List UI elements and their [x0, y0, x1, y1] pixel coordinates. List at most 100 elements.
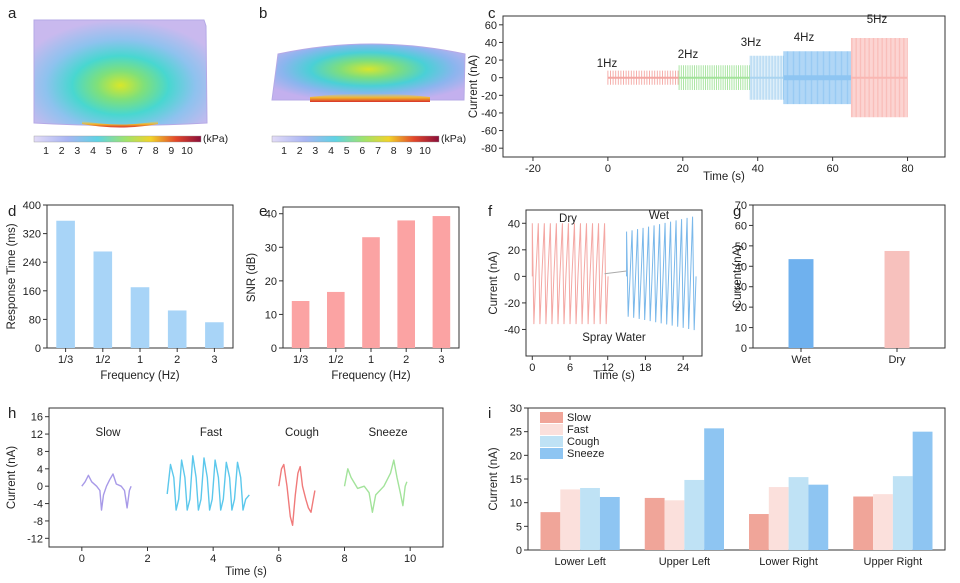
y-tick-label: 30	[265, 242, 277, 254]
x-tick-label: Upper Right	[864, 556, 923, 568]
y-axis-label: Current (nA)	[488, 251, 500, 314]
chart-g: g 0 10 20 30 40 50 60 70 Current (nA) Wet Dry	[732, 200, 946, 366]
x-tick-label: 6	[276, 553, 282, 565]
colorbar-b-ticks: 1 2 3 4 5 6 7 8 9 10	[281, 145, 431, 157]
bar-sneeze	[912, 431, 933, 550]
x-axis-label: Time (s)	[225, 566, 267, 578]
series-slow	[81, 473, 132, 511]
x-tick-label: 10	[404, 553, 416, 565]
colorbar-tick-label: 6	[121, 145, 127, 157]
x-tick-label: Upper Left	[659, 556, 710, 568]
y-tick-label: 30	[735, 282, 747, 294]
y-tick-label: -80	[481, 143, 497, 155]
chart-c: c -80 -60 -40 -20 0 20 40 60 Current (nA) Time (s)…	[468, 5, 946, 183]
panel-letter-c: c	[488, 5, 496, 22]
y-tick-label: 0	[35, 343, 41, 355]
bar-sneeze	[704, 428, 724, 550]
colorbar-a	[33, 135, 202, 143]
x-tick-label: Lower Right	[759, 556, 818, 568]
y-tick-label: 20	[510, 450, 522, 462]
series-dry	[531, 223, 609, 325]
spray-transition	[604, 270, 627, 275]
series-label: Fast	[200, 427, 223, 439]
y-tick-label: 12	[31, 429, 43, 441]
x-tick-label: 1	[137, 354, 143, 366]
bar-cough	[892, 476, 913, 550]
y-tick-label: 0	[271, 343, 277, 355]
plot-frame	[502, 15, 946, 158]
bar	[291, 301, 310, 348]
colorbar-tick-label: 2	[297, 145, 303, 157]
y-tick-label: 40	[265, 209, 277, 221]
colorbar-tick-label: 1	[281, 145, 287, 157]
colorbar-b	[271, 135, 440, 143]
y-tick-label: 320	[23, 229, 41, 241]
y-tick-label: -4	[33, 499, 43, 511]
series-label: 3Hz	[741, 37, 762, 49]
colorbar-tick-label: 10	[181, 145, 193, 157]
y-tick-label: 0	[37, 481, 43, 493]
panel-letter-e: e	[259, 203, 267, 220]
x-tick-label: 2	[174, 354, 180, 366]
x-axis-label: Frequency (Hz)	[100, 370, 179, 382]
bar-sneeze	[808, 484, 829, 550]
x-tick-label: 60	[827, 163, 839, 175]
y-tick-label: 10	[510, 498, 522, 510]
x-tick-label: 1/2	[95, 354, 110, 366]
x-tick-label: 1/3	[58, 354, 73, 366]
x-tick-label: Wet	[791, 354, 810, 366]
colorbar-tick-label: 9	[168, 145, 174, 157]
y-tick-label: 160	[23, 286, 41, 298]
panel-letter-g: g	[733, 203, 741, 220]
colorbar-tick-label: 10	[419, 145, 431, 157]
legend-swatch	[540, 424, 563, 435]
x-tick-label: 24	[677, 362, 689, 374]
y-tick-label: 60	[735, 220, 747, 232]
y-tick-label: 20	[508, 245, 520, 257]
x-tick-label: 40	[752, 163, 764, 175]
colorbar-a-ticks: 1 2 3 4 5 6 7 8 9 10	[43, 145, 193, 157]
annotation-wet: Wet	[649, 210, 670, 222]
panel-a: a 1 2 3 4 5 6 7 8 9 10 (kPa)	[8, 5, 228, 157]
y-tick-label: 30	[510, 403, 522, 415]
panel-letter-b: b	[259, 5, 267, 22]
colorbar-tick-label: 6	[359, 145, 365, 157]
bar-slow	[644, 497, 665, 550]
y-tick-label: 15	[510, 474, 522, 486]
colorbar-tick-label: 4	[90, 145, 96, 157]
bar-cough	[580, 487, 600, 550]
y-tick-label: 5	[516, 521, 522, 533]
y-tick-label: 0	[491, 73, 497, 85]
x-tick-label: 1	[368, 354, 374, 366]
colorbar-a-unit: (kPa)	[203, 133, 228, 145]
bar	[56, 220, 75, 348]
annotation-spray-water: Spray Water	[582, 332, 646, 344]
pressure-map-a	[33, 19, 208, 126]
bar	[205, 322, 224, 348]
chart-e: e 0 10 20 30 40 SNR (dB) Frequency (Hz) 1/3 1/2 1 2…	[246, 203, 460, 382]
x-tick-label: 18	[639, 362, 651, 374]
series-label: Slow	[96, 427, 122, 439]
y-tick-label: 0	[741, 343, 747, 355]
bar	[432, 216, 451, 348]
y-tick-label: 10	[265, 309, 277, 321]
bar-slow	[540, 512, 561, 550]
plot-frame	[525, 209, 703, 357]
x-tick-label: 6	[567, 362, 573, 374]
legend-label: Cough	[567, 436, 599, 448]
panel-letter-a: a	[8, 5, 17, 22]
series-label: Cough	[285, 427, 319, 439]
pressure-hotspot-b	[310, 93, 430, 102]
y-tick-label: 20	[735, 302, 747, 314]
y-tick-label: 10	[735, 323, 747, 335]
y-tick-label: 80	[29, 314, 41, 326]
bar-cough	[788, 477, 809, 550]
colorbar-tick-label: 8	[153, 145, 159, 157]
bar	[788, 259, 814, 348]
bar-sneeze	[599, 496, 620, 550]
panel-letter-d: d	[8, 203, 16, 220]
bar	[130, 287, 150, 348]
x-tick-label: 0	[79, 553, 85, 565]
chart-i: i 0 5 10 15 20 25 30 Current (nA) Lower Left Upper…	[488, 403, 946, 568]
